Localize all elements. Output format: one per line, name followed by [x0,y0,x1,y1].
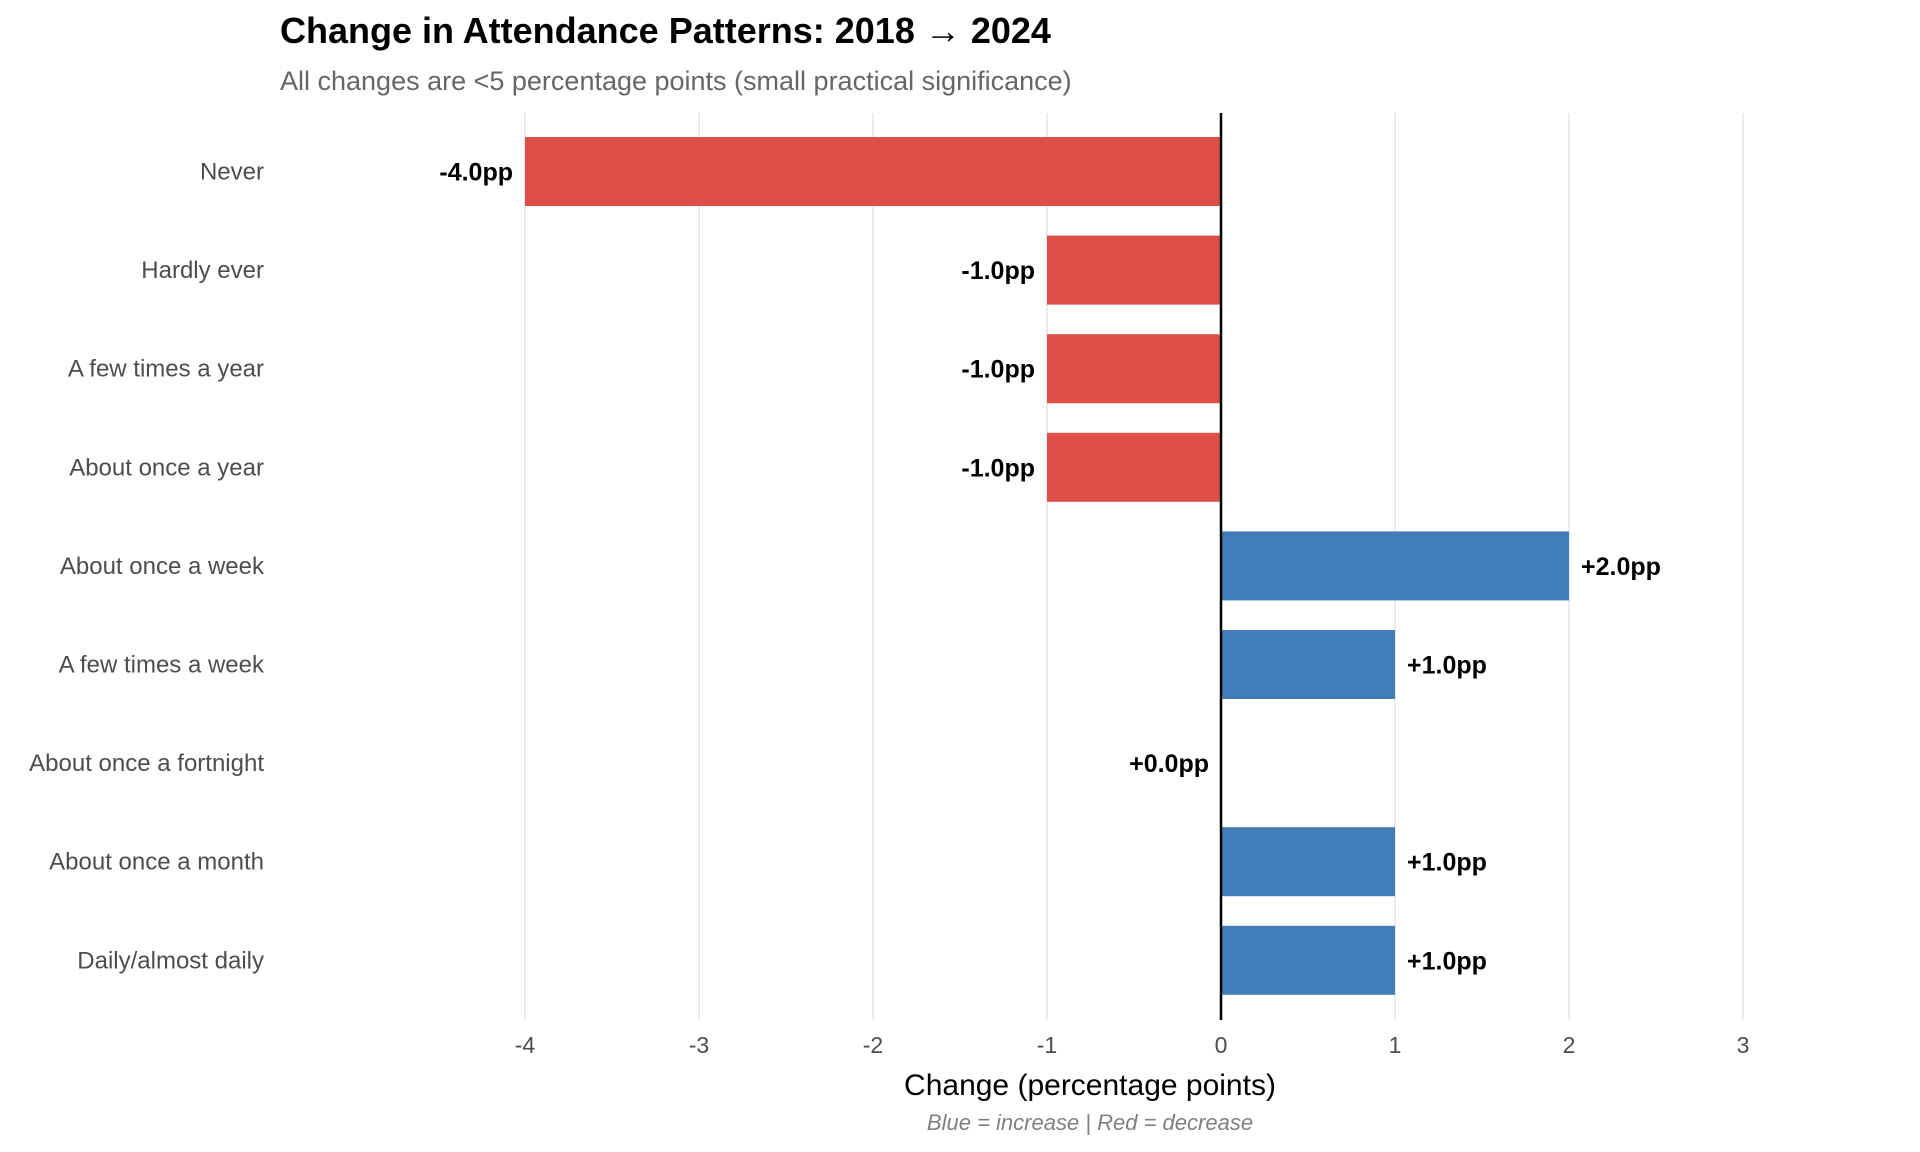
bar [1221,531,1569,601]
x-tick-label: 3 [1737,1032,1750,1058]
bar [1221,630,1395,699]
y-category-label: A few times a year [68,356,264,383]
x-tick-label: -3 [689,1032,709,1058]
y-category-label: Never [200,159,264,186]
bar-value-label: +1.0pp [1407,947,1487,975]
y-category-label: Daily/almost daily [77,947,264,974]
x-axis-ticks: -4 -3 -2 -1 0 1 2 3 [515,1032,1750,1058]
bar-value-label: -1.0pp [961,454,1035,482]
bar-value-label: +1.0pp [1407,652,1487,680]
x-tick-label: -4 [515,1032,536,1058]
bar [1047,334,1221,404]
x-tick-label: -2 [863,1032,883,1058]
y-axis-labels: Never Hardly ever A few times a year About … [29,159,265,975]
bar [1047,432,1221,502]
y-category-label: About once a year [69,454,264,481]
y-category-label: About once a week [60,553,265,580]
bar-value-label: +0.0pp [1129,750,1209,778]
bar [1221,827,1395,897]
x-axis-title: Change (percentage points) [904,1069,1276,1102]
y-category-label: A few times a week [59,652,265,679]
y-category-label: About once a fortnight [29,750,264,777]
chart-caption: Blue = increase | Red = decrease [927,1110,1253,1135]
x-tick-label: 0 [1215,1032,1228,1058]
bar [1047,235,1221,305]
chart-subtitle: All changes are <5 percentage points (sm… [280,66,1072,96]
y-category-label: Hardly ever [141,257,264,284]
x-tick-label: 1 [1389,1032,1402,1058]
bar [1221,925,1395,995]
bar-value-label: +1.0pp [1407,849,1487,877]
x-tick-label: 2 [1563,1032,1576,1058]
bar-value-label: -1.0pp [961,356,1035,384]
data-labels: -4.0pp -1.0pp -1.0pp -1.0pp +2.0pp +1.0pp +0.0… [439,159,1661,976]
chart-title: Change in Attendance Patterns: 2018 → 20… [280,10,1051,51]
bar [525,137,1221,206]
y-category-label: About once a month [49,849,264,876]
bar-value-label: -4.0pp [439,159,513,187]
bar-value-label: -1.0pp [961,257,1035,285]
x-tick-label: -1 [1037,1032,1057,1058]
bars [525,137,1569,995]
bar-value-label: +2.0pp [1581,553,1661,581]
